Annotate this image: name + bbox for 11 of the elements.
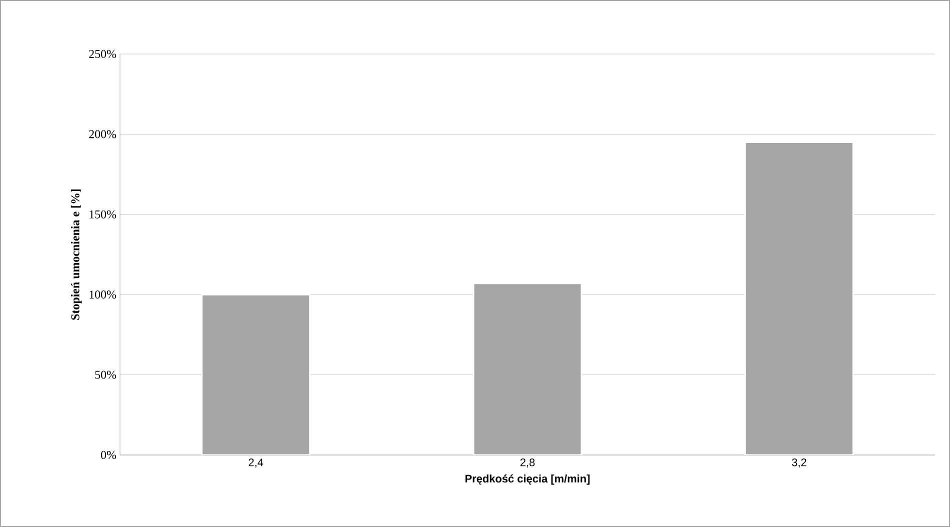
y-tick-label: 50% [95, 370, 116, 379]
y-axis-title: Stopień umocnienia e [%] [70, 189, 82, 320]
x-tick-label: 2,4 [248, 458, 264, 468]
x-tick-label: 2,8 [520, 458, 535, 468]
y-tick-label: 150% [90, 210, 116, 218]
y-tick-label: 200% [89, 130, 116, 138]
x-tick-label: 3,2 [792, 458, 806, 468]
y-tick-label: 250% [89, 50, 116, 58]
x-axis-title: Prędkość cięcia [m/min] [466, 474, 590, 485]
y-tick-label: 0% [101, 450, 116, 460]
y-tick-label: 100% [90, 290, 116, 299]
